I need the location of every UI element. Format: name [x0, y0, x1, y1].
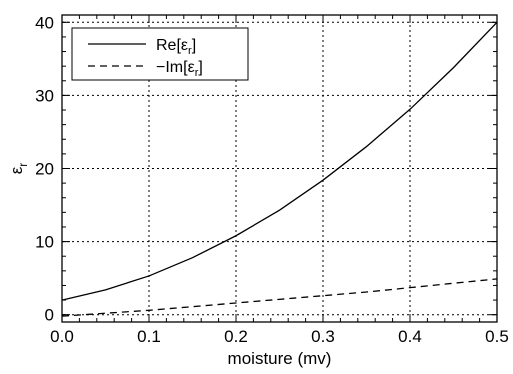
legend-label-im: −Im[εr]: [156, 59, 203, 79]
series-layer: [61, 21, 498, 317]
y-tick-label: 20: [35, 160, 54, 179]
y-tick-label: 30: [35, 86, 54, 105]
x-tick-label: 0.1: [137, 327, 161, 346]
x-axis-label: moisture (mv): [228, 349, 332, 368]
y-tick-label: 0: [45, 306, 54, 325]
x-tick-label: 0.5: [485, 327, 509, 346]
x-tick-label: 0.3: [311, 327, 335, 346]
x-tick-label: 0.0: [50, 327, 74, 346]
y-tick-label: 10: [35, 233, 54, 252]
legend: Re[εr]−Im[εr]: [71, 27, 249, 81]
legend-label-re: Re[εr]: [156, 37, 196, 57]
x-tick-label: 0.4: [398, 327, 422, 346]
y-axis-label: εr: [7, 163, 30, 175]
series-line-re: [61, 21, 498, 301]
legend-box: [71, 27, 249, 81]
tick-layer: [61, 15, 498, 322]
y-tick-label: 40: [35, 13, 54, 32]
series-line-im: [61, 278, 498, 317]
tick-label-layer: 0.0 0.1 0.2 0.3 0.4 0.5 0 10 20 30 40: [35, 13, 509, 346]
x-tick-label: 0.2: [224, 327, 248, 346]
